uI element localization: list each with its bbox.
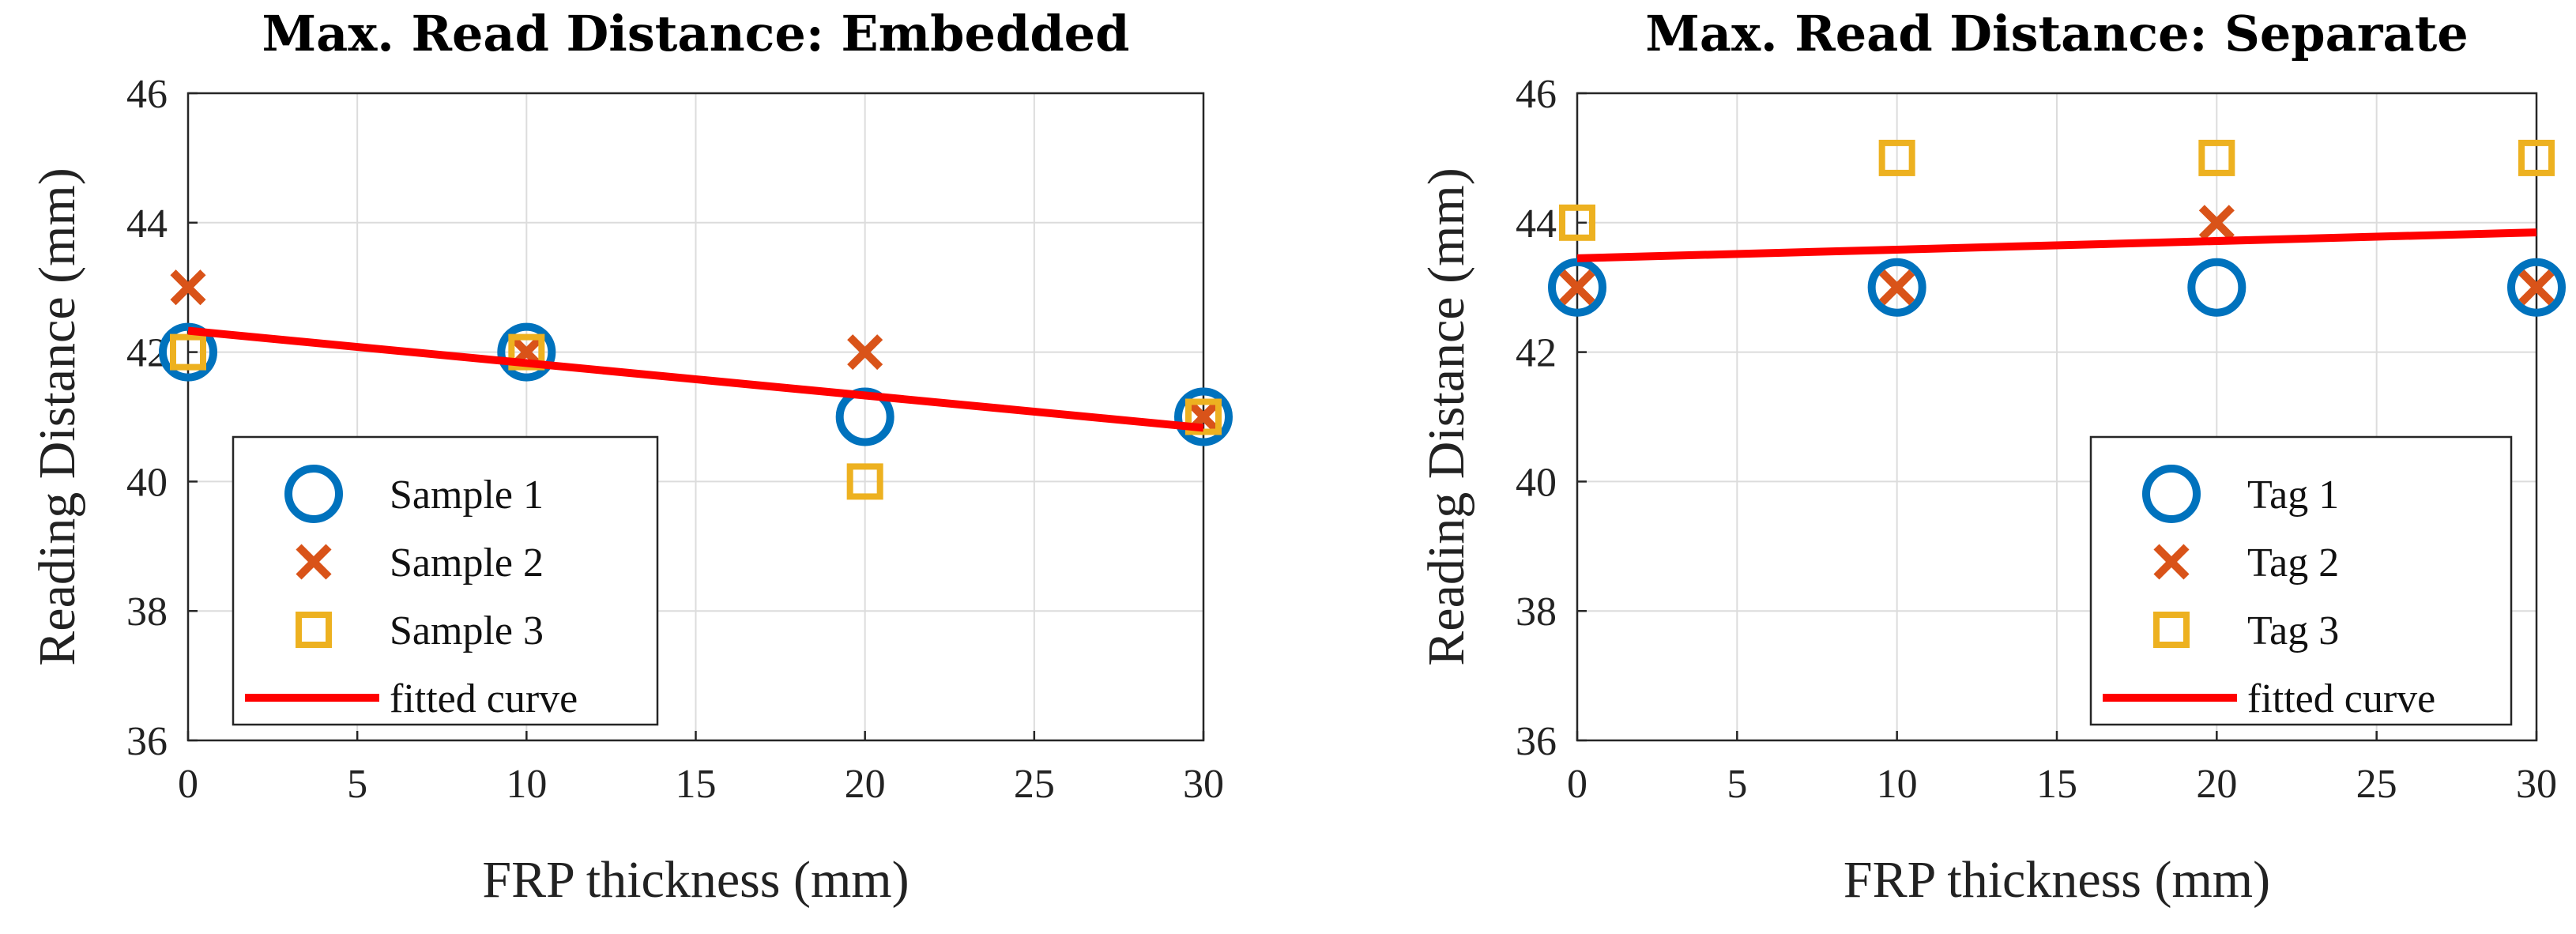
y-tick-label: 40 (126, 460, 168, 505)
legend-marker-square (296, 612, 332, 648)
y-axis-label: Reading Distance (mm) (28, 168, 86, 665)
legend-label: Sample 3 (390, 608, 544, 653)
chart-title: Max. Read Distance: Separate (1645, 5, 2468, 62)
data-point-circle (1174, 387, 1233, 446)
x-tick-label: 10 (506, 762, 547, 807)
chart-panel-2: 0 5 10 15 20 25 30 36 38 40 42 44 46 Max. Read Distan… (1418, 5, 2566, 909)
y-tick-label: 44 (126, 201, 168, 247)
y-tick-label: 40 (1516, 460, 1557, 505)
data-point-x (2198, 205, 2235, 241)
chart-title: Max. Read Distance: Embedded (262, 5, 1130, 62)
legend-label: Sample 1 (390, 473, 544, 518)
data-point-circle (159, 322, 217, 382)
x-tick-label: 25 (1014, 762, 1055, 807)
data-point-circle (2507, 258, 2566, 317)
y-tick-label: 44 (1516, 201, 1557, 247)
data-point-square (846, 463, 883, 500)
data-point-square (170, 333, 206, 371)
data-point-square (1185, 398, 1222, 435)
data-point-circle (1867, 258, 1926, 317)
fitted-curve-line (187, 326, 1204, 432)
data-point-square (2198, 139, 2235, 176)
legend-marker-circle (284, 465, 343, 523)
legend-marker-circle (2142, 465, 2201, 523)
data-point-x (1559, 269, 1595, 306)
data-point-x (2518, 269, 2555, 306)
data-point-square (508, 333, 545, 371)
data-point-circle (497, 322, 556, 382)
legend: Sample 1 Sample 2 Sample 3 fitted curve (232, 435, 659, 726)
x-tick-label: 0 (178, 762, 198, 807)
x-tick-label: 15 (2036, 762, 2077, 807)
data-point-square (1559, 204, 1595, 241)
data-point-square (1878, 139, 1915, 176)
x-tick-label: 30 (1183, 762, 1224, 807)
fitted-curve-line (1576, 228, 2537, 262)
x-tick-label: 20 (845, 762, 886, 807)
y-tick-label: 36 (126, 719, 168, 764)
x-tick-label: 0 (1567, 762, 1587, 807)
legend-box (232, 435, 659, 726)
legend-marker-square (2153, 612, 2190, 648)
legend-marker-x (2153, 544, 2190, 580)
data-point-square (2518, 139, 2555, 176)
data-point-x (170, 269, 206, 306)
y-tick-label: 38 (1516, 589, 1557, 635)
y-tick-label: 46 (1516, 72, 1557, 117)
legend: Tag 1 Tag 2 Tag 3 fitted curve (2089, 435, 2513, 726)
y-axis-label: Reading Distance (mm) (1418, 168, 1475, 665)
x-tick-label: 10 (1877, 762, 1918, 807)
y-tick-label: 38 (126, 589, 168, 635)
data-point-circle (2187, 258, 2246, 317)
legend-label: fitted curve (390, 676, 578, 721)
data-point-x (847, 334, 883, 371)
x-axis-label: FRP thickness (mm) (1843, 851, 2270, 909)
x-tick-label: 5 (347, 762, 367, 807)
y-tick-label: 46 (126, 72, 168, 117)
legend-marker-x (296, 544, 332, 580)
legend-label: Tag 3 (2247, 608, 2339, 653)
legend-box (2089, 435, 2513, 726)
legend-label: Tag 1 (2247, 473, 2339, 518)
legend-label: Sample 2 (390, 540, 544, 586)
legend-label: fitted curve (2247, 676, 2435, 721)
y-tick-label: 42 (1516, 331, 1557, 376)
data-point-x (1879, 269, 1915, 306)
x-axis-label: FRP thickness (mm) (482, 851, 909, 909)
x-tick-label: 30 (2516, 762, 2557, 807)
x-tick-label: 5 (1727, 762, 1747, 807)
x-tick-label: 15 (676, 762, 717, 807)
x-tick-label: 25 (2356, 762, 2397, 807)
legend-label: Tag 2 (2247, 540, 2339, 586)
x-tick-label: 20 (2196, 762, 2237, 807)
data-point-circle (1548, 258, 1606, 317)
y-tick-label: 36 (1516, 719, 1557, 764)
